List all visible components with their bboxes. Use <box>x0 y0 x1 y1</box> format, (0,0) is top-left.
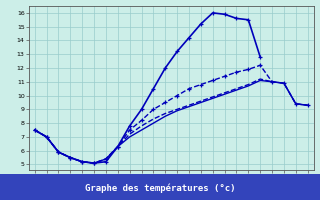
Text: Graphe des températures (°c): Graphe des températures (°c) <box>85 184 235 193</box>
